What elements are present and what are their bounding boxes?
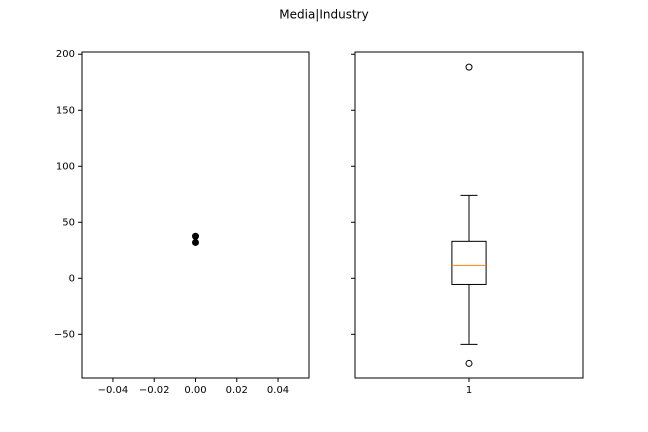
box <box>451 240 487 285</box>
x-tick-label: −0.02 <box>139 385 170 396</box>
point <box>192 238 199 246</box>
flier <box>465 63 473 71</box>
x-tick-label: 0.04 <box>267 385 289 396</box>
y-tick-label: 200 <box>56 49 75 60</box>
y-tick-label: 100 <box>56 161 75 172</box>
y-tick-label: −50 <box>54 329 75 340</box>
axes-frame <box>354 51 584 379</box>
x-tick-label: 0.02 <box>226 385 248 396</box>
x-tick-label: 0.00 <box>184 385 206 396</box>
point <box>192 232 199 240</box>
axes-frame <box>81 51 310 379</box>
x-tick-label: −0.04 <box>98 385 129 396</box>
y-tick-label: 50 <box>62 217 75 228</box>
figure-title: Media|Industry <box>279 8 368 22</box>
x-tick-label: 1 <box>466 385 472 396</box>
y-tick-label: 150 <box>56 105 75 116</box>
y-tick-label: 0 <box>69 273 75 284</box>
flier <box>465 359 473 367</box>
